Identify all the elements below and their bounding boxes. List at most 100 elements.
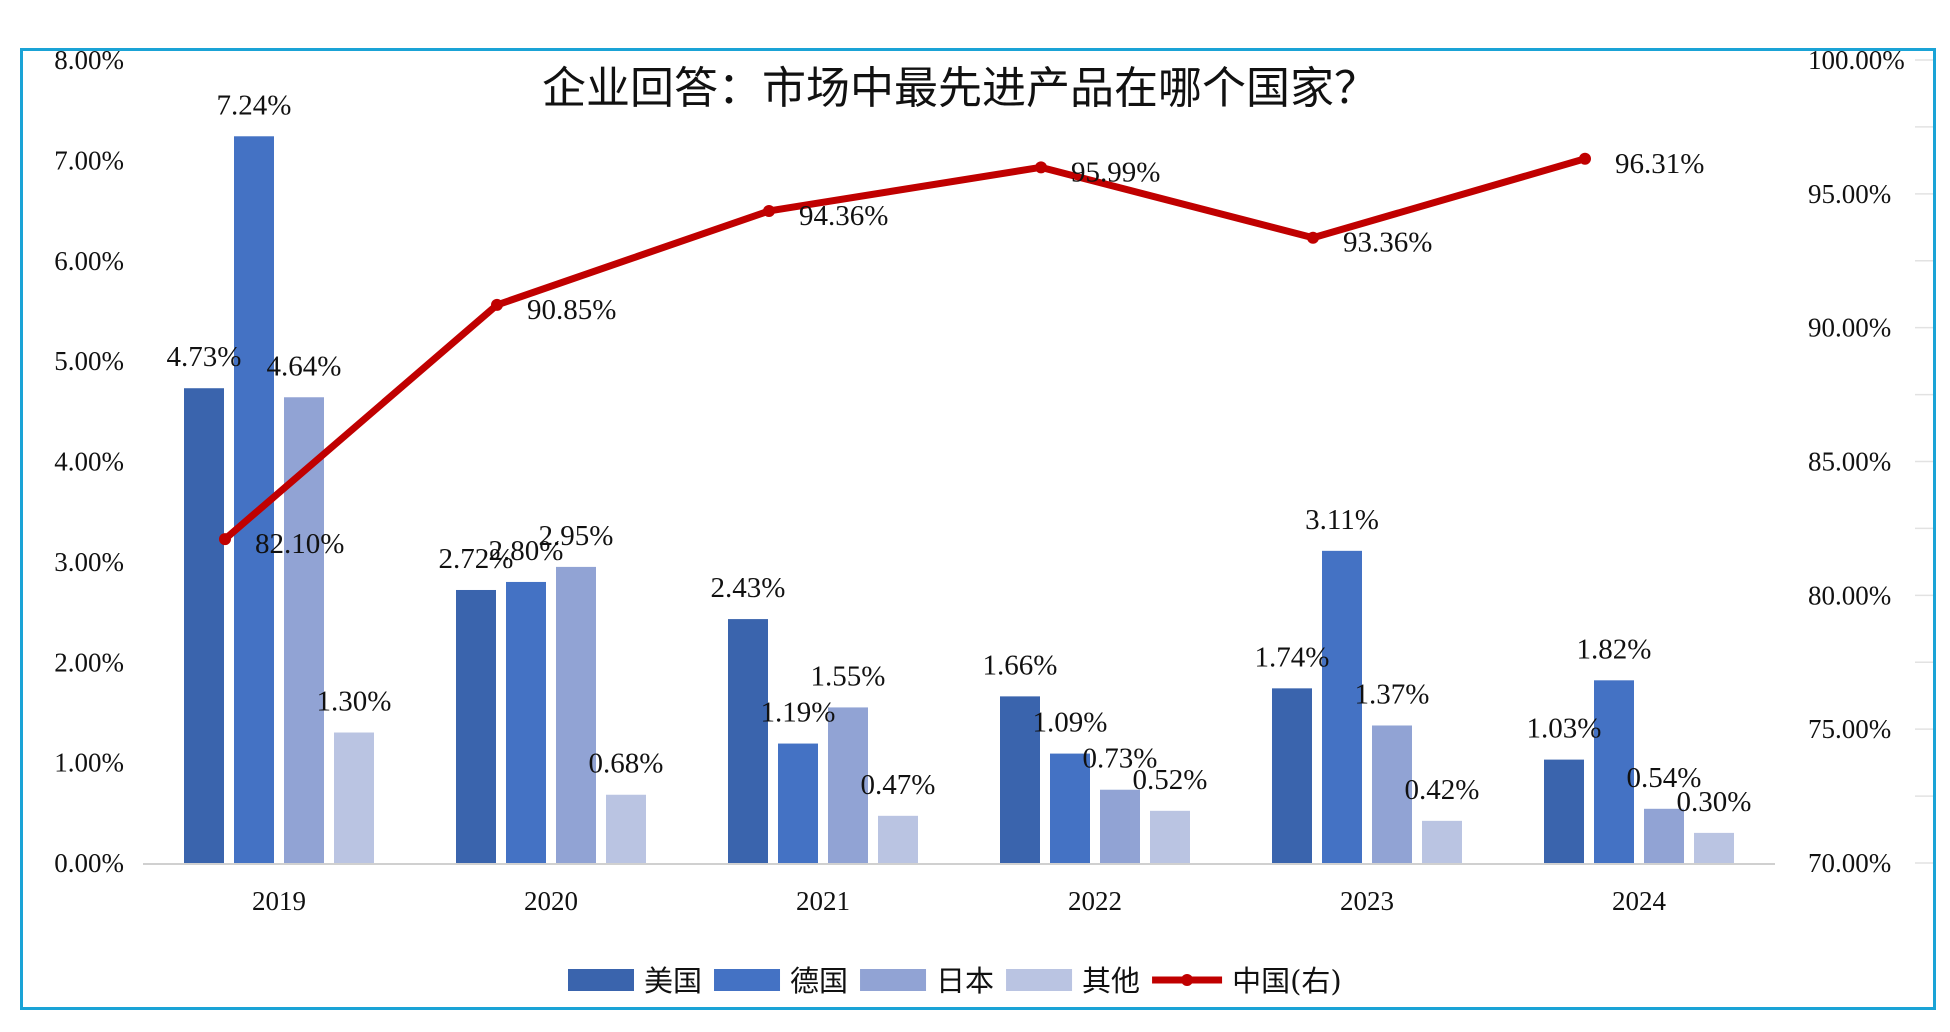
line-data-label: 95.99% xyxy=(1071,156,1160,188)
legend: 美国 德国 日本 其他 中国(右) xyxy=(568,964,1342,998)
bar-series-group xyxy=(184,136,1734,863)
right-axis-tick-label: 70.00% xyxy=(1808,848,1891,878)
bar-日本-2022 xyxy=(1100,789,1140,863)
line-point-2021 xyxy=(763,204,775,217)
bar-data-label: 0.47% xyxy=(861,769,936,801)
right-axis-tick-label: 80.00% xyxy=(1808,580,1891,610)
bar-德国-2023 xyxy=(1322,550,1362,863)
line-point-2023 xyxy=(1307,231,1319,244)
right-axis-tick-label: 100.00% xyxy=(1808,45,1905,75)
line-series-group xyxy=(219,152,1591,546)
bar-data-label: 1.09% xyxy=(1033,707,1108,739)
x-axis-tick-label: 2020 xyxy=(524,886,578,916)
bar-data-label: 1.37% xyxy=(1355,678,1430,710)
bar-德国-2022 xyxy=(1050,753,1090,863)
line-data-label: 82.10% xyxy=(255,528,344,560)
legend-line-marker xyxy=(1181,974,1194,986)
left-axis-tick-label: 6.00% xyxy=(54,246,124,276)
line-data-label: 90.85% xyxy=(527,294,616,326)
line-china-right xyxy=(222,155,1586,542)
bar-data-label: 1.30% xyxy=(317,686,392,718)
chart-title: 企业回答：市场中最先进产品在哪个国家？ xyxy=(542,63,1378,114)
x-axis-tick-label: 2021 xyxy=(796,886,850,916)
bar-日本-2020 xyxy=(556,566,596,863)
bar-其他-2019 xyxy=(334,732,374,863)
legend-label: 美国 xyxy=(644,964,702,998)
line-point-2022 xyxy=(1035,161,1047,174)
bar-data-label: 1.19% xyxy=(761,697,836,729)
data-labels-group: 4.73% 2.72% 2.43% 1.66% 1.74% 1.03% 7.24% 2.80%… xyxy=(167,89,1752,818)
bar-美国-2021 xyxy=(728,619,768,863)
bar-data-label: 2.43% xyxy=(711,572,786,604)
bar-data-label: 1.55% xyxy=(811,660,886,692)
x-axis-tick-label: 2024 xyxy=(1612,886,1667,916)
left-axis-tick-label: 1.00% xyxy=(54,748,124,778)
bar-其他-2024 xyxy=(1694,832,1734,863)
left-axis-tick-label: 3.00% xyxy=(54,547,124,577)
line-data-label: 96.31% xyxy=(1615,148,1704,180)
bar-德国-2021 xyxy=(778,743,818,863)
bar-其他-2023 xyxy=(1422,820,1462,863)
bar-data-label: 4.73% xyxy=(167,341,242,373)
bar-data-label: 2.72% xyxy=(439,543,514,575)
bar-data-label: 1.74% xyxy=(1255,641,1330,673)
line-data-label: 93.36% xyxy=(1343,227,1432,259)
legend-swatch xyxy=(714,969,781,991)
bar-美国-2022 xyxy=(1000,696,1040,863)
left-axis-tick-label: 5.00% xyxy=(54,346,124,376)
bar-其他-2020 xyxy=(606,794,646,863)
x-axis: 2019 2020 2021 2022 2023 2024 xyxy=(252,886,1667,916)
bar-美国-2019 xyxy=(184,388,224,863)
bar-data-label: 3.11% xyxy=(1305,504,1379,536)
x-axis-tick-label: 2019 xyxy=(252,886,306,916)
line-point-2019 xyxy=(219,533,231,546)
right-axis-tick-label: 95.00% xyxy=(1808,179,1891,209)
x-axis-tick-label: 2023 xyxy=(1340,886,1394,916)
legend-swatch xyxy=(1006,969,1073,991)
bar-data-label: 7.24% xyxy=(217,89,292,121)
bar-data-label: 0.30% xyxy=(1677,786,1752,818)
bar-data-label: 2.95% xyxy=(539,520,614,552)
line-point-2024 xyxy=(1579,152,1591,165)
bar-日本-2024 xyxy=(1644,808,1684,863)
legend-item[interactable]: 中国(右) xyxy=(1152,964,1342,998)
legend-label: 日本 xyxy=(936,964,994,998)
x-axis-tick-label: 2022 xyxy=(1068,886,1122,916)
bar-美国-2024 xyxy=(1544,759,1584,863)
legend-item[interactable]: 日本 xyxy=(860,964,994,998)
left-axis-tick-label: 0.00% xyxy=(54,848,124,878)
bar-德国-2020 xyxy=(506,581,546,863)
legend-swatch xyxy=(568,969,634,991)
left-axis-tick-label: 8.00% xyxy=(54,45,124,75)
bar-data-label: 0.54% xyxy=(1627,762,1702,794)
bar-data-label: 1.03% xyxy=(1527,713,1602,745)
bar-data-label: 0.73% xyxy=(1083,743,1158,775)
line-data-label: 94.36% xyxy=(799,200,888,232)
right-axis-tick-label: 90.00% xyxy=(1808,313,1891,343)
bar-data-label: 0.52% xyxy=(1133,764,1208,796)
legend-item[interactable]: 其他 xyxy=(1006,964,1140,998)
legend-label: 德国 xyxy=(790,964,848,998)
bar-data-label: 1.82% xyxy=(1577,633,1652,665)
bar-其他-2021 xyxy=(878,815,918,863)
legend-swatch xyxy=(860,969,927,991)
legend-label: 中国(右) xyxy=(1232,964,1342,998)
bar-data-label: 0.42% xyxy=(1405,774,1480,806)
bar-德国-2024 xyxy=(1594,680,1634,863)
bar-日本-2023 xyxy=(1372,725,1412,863)
right-y-axis: 70.00% 75.00% 80.00% 85.00% 90.00% 95.00% 100.… xyxy=(1808,45,1933,878)
legend-item[interactable]: 美国 xyxy=(568,964,702,998)
line-point-2020 xyxy=(491,298,503,311)
left-axis-tick-label: 2.00% xyxy=(54,647,124,677)
left-axis-tick-label: 7.00% xyxy=(54,145,124,175)
bar-data-label: 2.80% xyxy=(489,535,564,567)
bar-美国-2023 xyxy=(1272,688,1312,863)
bar-美国-2020 xyxy=(456,589,496,863)
legend-item[interactable]: 德国 xyxy=(714,964,848,998)
bar-日本-2021 xyxy=(828,707,868,863)
left-y-axis: 0.00% 1.00% 2.00% 3.00% 4.00% 5.00% 6.00% 7.00%… xyxy=(54,45,124,878)
legend-label: 其他 xyxy=(1082,964,1140,998)
bar-data-label: 0.68% xyxy=(589,748,664,780)
bar-data-label: 4.64% xyxy=(267,350,342,382)
